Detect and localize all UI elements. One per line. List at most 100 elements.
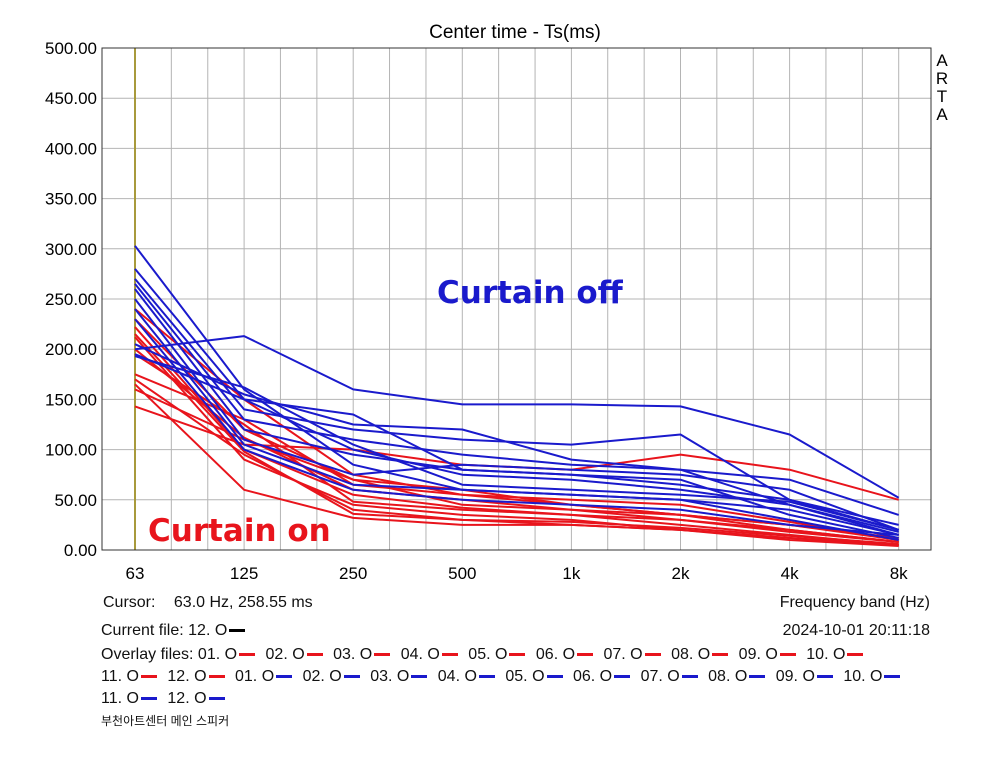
- overlay-file-label: 07. O: [603, 646, 643, 663]
- x-axis: 63 125 250 500 1k 2k 4k 8k: [126, 564, 909, 583]
- overlay-file-label: 07. O: [640, 668, 680, 685]
- overlay-file-swatch: [140, 697, 157, 701]
- overlay-file-label: 04. O: [400, 646, 440, 663]
- y-tick-label: 500.00: [45, 39, 97, 58]
- overlay-file-swatch: [441, 653, 458, 657]
- overlay-file-item[interactable]: 10. O: [843, 668, 906, 685]
- arta-letter: A: [936, 51, 948, 70]
- y-tick-label: 150.00: [45, 390, 97, 409]
- overlay-file-item[interactable]: 05. O: [468, 646, 531, 663]
- overlay-file-item[interactable]: 03. O: [370, 668, 433, 685]
- overlay-file-swatch: [140, 675, 157, 679]
- overlay-file-label: 03. O: [370, 668, 410, 685]
- curtain-on-line: [134, 353, 899, 543]
- overlay-file-swatch: [208, 697, 225, 701]
- overlay-file-item[interactable]: 08. O: [708, 668, 771, 685]
- cursor-readout: Cursor: 63.0 Hz, 258.55 ms: [103, 594, 313, 612]
- timestamp: 2024-10-01 20:11:18: [782, 622, 930, 639]
- overlay-file-swatch: [614, 675, 631, 679]
- y-tick-label: 200.00: [45, 340, 97, 359]
- curtain-on-annotation: Curtain on: [148, 513, 331, 549]
- overlay-file-label: 10. O: [843, 668, 883, 685]
- arta-letter: T: [937, 87, 947, 106]
- x-tick-label: 2k: [672, 564, 690, 583]
- overlay-file-swatch: [884, 675, 901, 679]
- overlay-file-item[interactable]: 11. O: [101, 668, 163, 685]
- curtain-off-line: [134, 318, 899, 536]
- curtain-off-line: [134, 353, 899, 526]
- overlay-file-label: 02. O: [265, 646, 305, 663]
- current-file: Current file: 12. O: [101, 622, 251, 640]
- overlay-file-item[interactable]: 03. O: [333, 646, 396, 663]
- current-file-swatch: [229, 629, 246, 633]
- overlay-file-item[interactable]: 12. O: [167, 668, 230, 685]
- overlay-file-item[interactable]: 04. O: [401, 646, 464, 663]
- overlay-file-label: 01. O: [235, 668, 275, 685]
- overlay-file-swatch: [546, 675, 563, 679]
- curtain-off-line: [134, 283, 899, 536]
- overlay-file-item[interactable]: 02. O: [266, 646, 329, 663]
- current-file-label: Current file: 12. O: [101, 622, 228, 639]
- arta-letter: R: [936, 69, 948, 88]
- overlay-file-swatch: [208, 675, 225, 679]
- overlay-file-label: 11. O: [101, 690, 139, 707]
- chart: Center time - Ts(ms) 0.00 50.00 100.00 150.…: [45, 22, 948, 583]
- overlay-file-label: 12. O: [167, 690, 207, 707]
- x-tick-label: 63: [126, 564, 145, 583]
- overlay-files: Overlay files: 01. O 02. O 03. O 04. O 0…: [101, 644, 921, 710]
- x-axis-label: Frequency band (Hz): [779, 594, 930, 611]
- y-tick-label: 450.00: [45, 89, 97, 108]
- curtain-off-line: [134, 308, 899, 541]
- x-tick-label: 4k: [781, 564, 799, 583]
- overlay-file-item[interactable]: 06. O: [536, 646, 599, 663]
- overlay-file-label: 08. O: [671, 646, 711, 663]
- overlay-file-label: 01. O: [197, 646, 238, 663]
- overlay-file-swatch: [712, 653, 729, 657]
- curtain-off-series: [134, 245, 900, 541]
- x-tick-label: 8k: [890, 564, 908, 583]
- overlay-file-swatch: [749, 675, 766, 679]
- cursor-value: 63.0 Hz, 258.55 ms: [173, 594, 313, 611]
- overlay-file-label: 06. O: [535, 646, 576, 663]
- overlay-file-item[interactable]: 08. O: [671, 646, 734, 663]
- y-tick-label: 300.00: [45, 240, 97, 259]
- overlay-file-item[interactable]: 10. O: [806, 646, 869, 663]
- overlay-file-label: 04. O: [437, 668, 477, 685]
- overlay-file-item[interactable]: 01. O: [198, 646, 261, 663]
- curtain-off-line: [134, 268, 899, 533]
- y-tick-label: 350.00: [45, 190, 97, 209]
- overlay-file-label: 06. O: [572, 668, 613, 685]
- y-tick-label: 100.00: [45, 441, 97, 460]
- curtain-off-line: [134, 335, 900, 499]
- curtain-off-line: [134, 298, 900, 531]
- overlay-file-item[interactable]: 04. O: [438, 668, 501, 685]
- overlay-file-item[interactable]: 01. O: [235, 668, 298, 685]
- overlay-file-item[interactable]: 12. O: [167, 690, 230, 707]
- overlay-file-item[interactable]: 07. O: [641, 668, 704, 685]
- curtain-off-line: [134, 355, 899, 531]
- plot-frame: [101, 47, 932, 551]
- overlay-file-label: 05. O: [468, 646, 508, 663]
- overlay-file-swatch: [239, 653, 256, 657]
- y-tick-label: 250.00: [45, 290, 97, 309]
- overlay-file-swatch: [847, 653, 864, 657]
- x-tick-label: 500: [448, 564, 476, 583]
- overlay-file-item[interactable]: 11. O: [101, 690, 163, 707]
- overlay-file-swatch: [577, 653, 594, 657]
- cursor-label: Cursor:: [103, 594, 156, 611]
- overlay-file-item[interactable]: 06. O: [573, 668, 636, 685]
- overlay-file-swatch: [411, 675, 428, 679]
- overlay-file-swatch: [509, 653, 526, 657]
- overlay-file-item[interactable]: 09. O: [739, 646, 802, 663]
- curtain-on-line: [134, 378, 899, 546]
- overlay-file-item[interactable]: 02. O: [303, 668, 366, 685]
- overlay-file-swatch: [478, 675, 495, 679]
- overlay-file-item[interactable]: 07. O: [603, 646, 666, 663]
- curtain-off-line: [134, 278, 899, 531]
- overlay-file-label: 09. O: [775, 668, 815, 685]
- overlay-file-item[interactable]: 05. O: [505, 668, 568, 685]
- overlay-file-label: 05. O: [505, 668, 545, 685]
- overlay-file-label: 12. O: [167, 668, 207, 685]
- overlay-file-item[interactable]: 09. O: [776, 668, 839, 685]
